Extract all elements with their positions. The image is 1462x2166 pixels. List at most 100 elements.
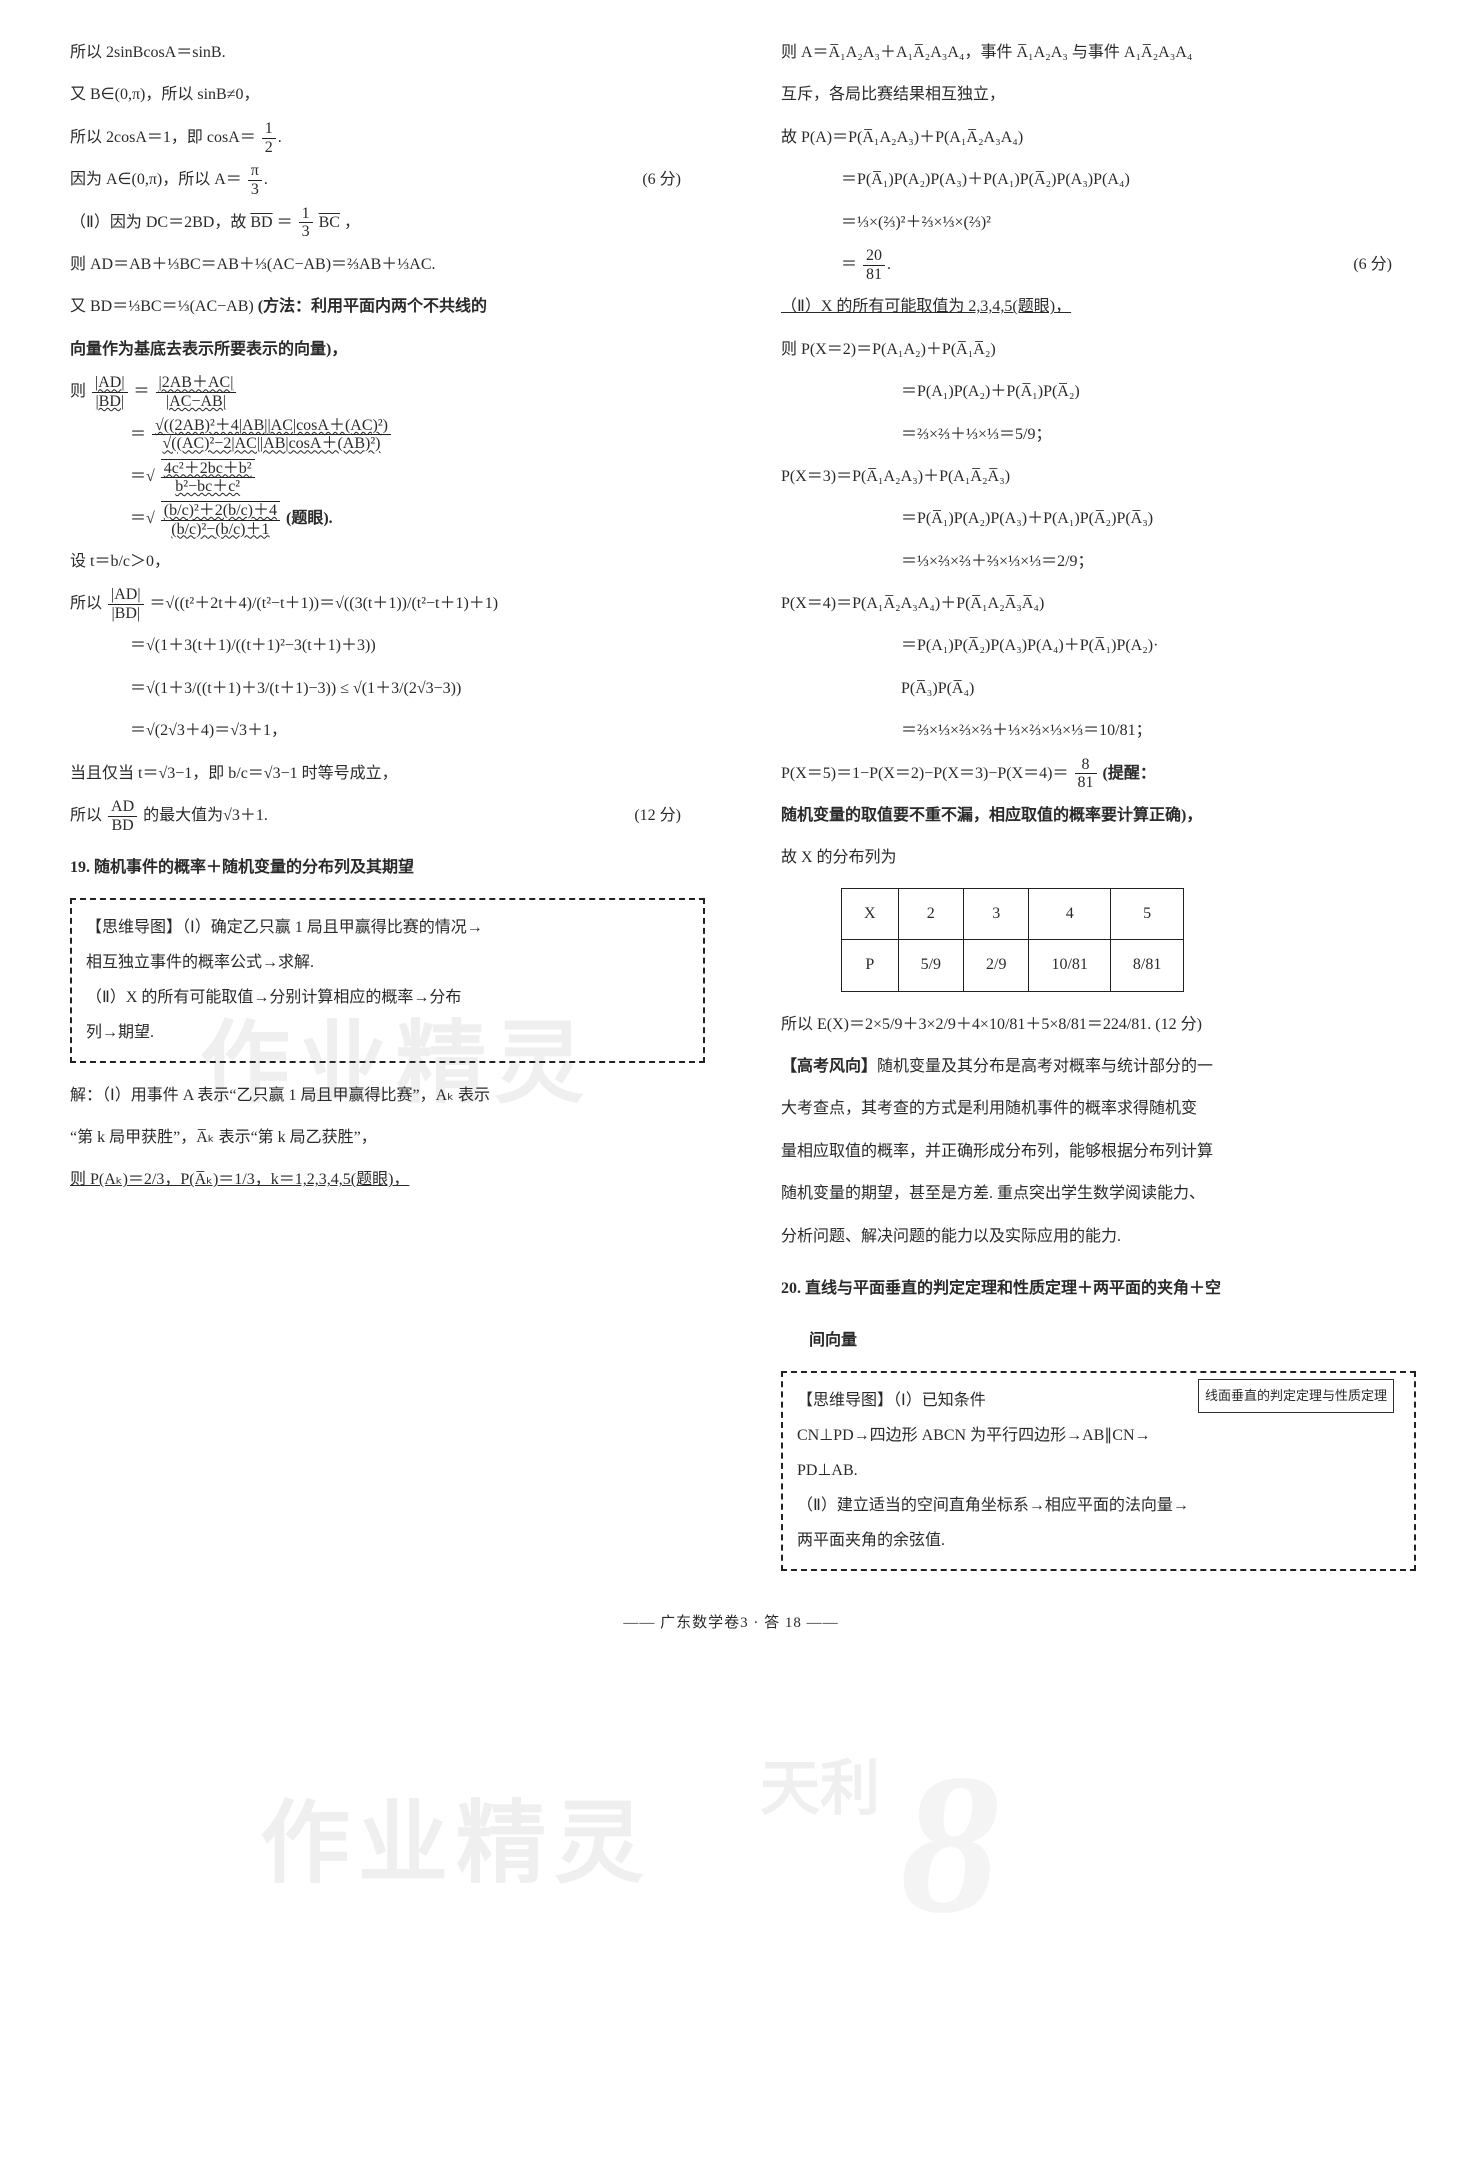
numerator: 1 [299, 205, 313, 224]
denominator: √((AC)²−2|AC||AB|cosA＋(AB)²) [152, 435, 391, 453]
text: . [264, 171, 268, 188]
fraction: |AD| |BD| [92, 374, 128, 410]
text-line: 所以 E(X)＝2×5/9＋3×2/9＋4×10/81＋5×8/81＝224/8… [781, 1006, 1422, 1044]
note: (题眼). [286, 510, 333, 527]
table-cell: 10/81 [1029, 940, 1110, 991]
table-cell: 3 [964, 888, 1029, 939]
box-line: （Ⅱ）建立适当的空间直角坐标系→相应平面的法向量→ [797, 1488, 1400, 1523]
numerator: AD [108, 798, 137, 817]
text: ＝√((t²＋2t＋4)/(t²−t＋1))＝√((3(t＋1))/(t²−t＋… [150, 595, 499, 612]
left-column: 所以 2sinBcosA＝sinB. 又 B∈(0,π)，所以 sinB≠0， … [70, 30, 731, 1585]
numerator: 1 [262, 120, 276, 139]
text-line: （Ⅱ）X 的所有可能取值为 2,3,4,5(题眼)， [781, 288, 1422, 326]
table-cell: 2 [898, 888, 963, 939]
watermark: 作业精灵 [260, 1770, 652, 1900]
table-cell: 5 [1110, 888, 1183, 939]
denominator: |AC−AB| [156, 393, 237, 411]
numerator: (b/c)²＋2(b/c)＋4 [161, 501, 280, 521]
text-line: 又 B∈(0,π)，所以 sinB≠0， [70, 76, 711, 114]
eq-line: ＝√(1＋3/((t＋1)＋3/(t＋1)−3)) ≤ √(1＋3/(2√3−3… [70, 670, 711, 708]
table-cell: 8/81 [1110, 940, 1183, 991]
numerator: π [248, 162, 262, 181]
score-note: (12 分) [634, 797, 681, 835]
text-line: 因为 A∈(0,π)，所以 A＝ π 3 . (6 分) [70, 161, 711, 199]
gaokao-section: 【高考风向】随机变量及其分布是高考对概率与统计部分的一 [781, 1048, 1422, 1086]
fraction: 20 81 [863, 247, 885, 283]
text: ＝ [841, 256, 857, 273]
box-line: 【思维导图】（Ⅰ）确定乙只赢 1 局且甲赢得比赛的情况→ [86, 910, 689, 945]
fraction: π 3 [248, 162, 262, 198]
watermark-8: 8 [900, 1730, 1000, 1959]
denominator: |BD| [92, 393, 128, 411]
box-label: 线面垂直的判定定理与性质定理 [1198, 1379, 1394, 1414]
fraction: 4c²＋2bc＋b² b²−bc＋c² [161, 459, 255, 496]
fraction: |AD| |BD| [108, 586, 144, 622]
eq-line: ＝⅓×(⅔)²＋⅔×⅓×(⅔)² [781, 204, 1422, 242]
eq-line: ＝ 4c²＋2bc＋b² b²−bc＋c² [70, 458, 711, 496]
text-line: 随机变量的期望，甚至是方差. 重点突出学生数学阅读能力、 [781, 1175, 1422, 1213]
numerator: 8 [1075, 756, 1097, 775]
fraction: |2AB＋AC| |AC−AB| [156, 374, 237, 410]
text-line: 则 P(Aₖ)＝2/3，P(A̅ₖ)＝1/3，k＝1,2,3,4,5(题眼)， [70, 1161, 711, 1199]
numerator: |2AB＋AC| [156, 374, 237, 393]
section-label: 【高考风向】 [781, 1058, 877, 1075]
text-line: 量相应取值的概率，并正确形成分布列，能够根据分布列计算 [781, 1133, 1422, 1171]
text-line: 向量作为基底去表示所要表示的向量)， [70, 331, 711, 369]
text-line: 当且仅当 t＝√3−1，即 b/c＝√3−1 时等号成立， [70, 755, 711, 793]
eq-line: ＝ (b/c)²＋2(b/c)＋4 (b/c)²−(b/c)＋1 (题眼). [70, 500, 711, 538]
denominator: 81 [863, 266, 885, 284]
eq-line: ＝√(2√3＋4)＝√3＋1， [70, 712, 711, 750]
text-line: 解：（Ⅰ）用事件 A 表示“乙只赢 1 局且甲赢得比赛”，Aₖ 表示 [70, 1077, 711, 1115]
vector: BC [319, 214, 340, 231]
radical [146, 468, 155, 485]
method-note: (方法：利用平面内两个不共线的 [258, 298, 487, 315]
text: . [887, 256, 891, 273]
note: (提醒： [1103, 765, 1156, 782]
numerator: 4c²＋2bc＋b² [161, 459, 255, 479]
fraction: AD BD [108, 798, 137, 834]
text: . [278, 129, 282, 146]
text-line: 所以 2cosA＝1，即 cosA＝ 1 2 . [70, 119, 711, 157]
fraction: 1 2 [262, 120, 276, 156]
text: 则 [70, 383, 86, 400]
eq-line: ＝P(A₁)P(A̅₂)P(A₃)P(A₄)＋P(A̅₁)P(A₂)· [781, 627, 1422, 665]
eq-line: ＝⅓×⅔×⅔＋⅔×⅓×⅓＝2/9； [781, 543, 1422, 581]
numerator: √((2AB)²＋4|AB||AC|cosA＋(AC)²) [152, 417, 391, 436]
text: 的最大值为√3＋1. [143, 807, 268, 824]
table-cell: 4 [1029, 888, 1110, 939]
eq-line: P(A̅₃)P(A̅₄) [781, 670, 1422, 708]
radical [146, 510, 155, 527]
eq-line: P(X＝3)＝P(A̅₁A₂A₃)＋P(A₁A̅₂A̅₃) [781, 458, 1422, 496]
text-line: 所以 2sinBcosA＝sinB. [70, 34, 711, 72]
distribution-table: X 2 3 4 5 P 5/9 2/9 10/81 8/81 [841, 888, 1184, 992]
text-line: 故 X 的分布列为 [781, 839, 1422, 877]
denominator: 81 [1075, 774, 1097, 792]
eq-line: 则 P(X＝2)＝P(A₁A₂)＋P(A̅₁A̅₂) [781, 331, 1422, 369]
eq-line: ＝P(A̅₁)P(A₂)P(A₃)＋P(A₁)P(A̅₂)P(A₃)P(A₄) [781, 161, 1422, 199]
eq-line: ＝⅔×⅔＋⅓×⅓＝5/9； [781, 416, 1422, 454]
text: 因为 A∈(0,π)，所以 A＝ [70, 171, 242, 188]
vector: BD [250, 214, 272, 231]
score-note: (6 分) [642, 161, 681, 199]
page-footer: —— 广东数学卷3 · 答 18 —— [0, 1605, 1462, 1652]
text: ＝ [134, 383, 150, 400]
text-line: 故 P(A)＝P(A̅₁A₂A₃)＋P(A₁A̅₂A₃A₄) [781, 119, 1422, 157]
eq-line: ＝P(A̅₁)P(A₂)P(A₃)＋P(A₁)P(A̅₂)P(A̅₃) [781, 500, 1422, 538]
box-line: 相互独立事件的概率公式→求解. [86, 945, 689, 980]
text-line: 所以 AD BD 的最大值为√3＋1. (12 分) [70, 797, 711, 835]
text-line: 则 A＝A̅₁A₂A₃＋A₁A̅₂A₃A₄，事件 A̅₁A₂A₃ 与事件 A₁A… [781, 34, 1422, 72]
text: 所以 [70, 595, 102, 612]
thought-map-box-2: 线面垂直的判定定理与性质定理 【思维导图】（Ⅰ）已知条件 CN⊥PD→四边形 A… [781, 1371, 1416, 1571]
text: 随机变量及其分布是高考对概率与统计部分的一 [877, 1058, 1213, 1075]
score-note: (6 分) [1353, 246, 1392, 284]
table-cell: X [842, 888, 899, 939]
eq-line: ＝√(1＋3(t＋1)/((t＋1)²−3(t＋1)＋3)) [70, 627, 711, 665]
text-line: 互斥，各局比赛结果相互独立， [781, 76, 1422, 114]
text-line: 分析问题、解决问题的能力以及实际应用的能力. [781, 1218, 1422, 1256]
text: （Ⅱ）因为 DC＝2BD，故 [70, 214, 250, 231]
text: 所以 [70, 807, 102, 824]
eq-line: P(X＝4)＝P(A₁A̅₂A₃A₄)＋P(A̅₁A₂A̅₃A̅₄) [781, 585, 1422, 623]
watermark-small: 天利 [760, 1740, 880, 1827]
table-cell: P [842, 940, 899, 991]
table-row: P 5/9 2/9 10/81 8/81 [842, 940, 1184, 991]
